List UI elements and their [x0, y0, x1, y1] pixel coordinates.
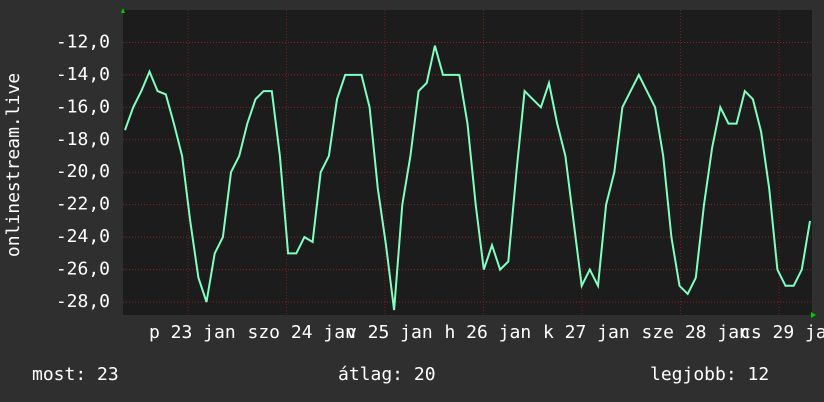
x-tick-label: cs 29 jan	[740, 322, 824, 343]
y-tick-label: -20,0	[56, 161, 110, 182]
x-tick-label: h 26 jan	[445, 322, 532, 343]
x-tick-label: k 27 jan	[543, 322, 630, 343]
x-tick-label: sze 28 jan	[642, 322, 750, 343]
y-tick-label: -26,0	[56, 259, 110, 280]
y-axis-label: onlinestream.live	[3, 73, 24, 257]
stat: átlag: 20	[338, 364, 436, 385]
y-tick-label: -24,0	[56, 226, 110, 247]
y-tick-label: -12,0	[56, 31, 110, 52]
y-tick-label: -18,0	[56, 129, 110, 150]
y-tick-label: -14,0	[56, 64, 110, 85]
x-tick-label: p 23 jan	[149, 322, 236, 343]
axis-arrow	[121, 8, 125, 13]
y-tick-label: -28,0	[56, 291, 110, 312]
x-tick-label: szo 24 jan	[248, 322, 356, 343]
stat: most: 23	[32, 364, 119, 385]
y-tick-label: -22,0	[56, 194, 110, 215]
stat: legjobb: 12	[650, 364, 769, 385]
line	[124, 45, 811, 311]
axis-arrow	[811, 312, 816, 318]
y-tick-label: -16,0	[56, 96, 110, 117]
x-tick-label: v 25 jan	[346, 322, 433, 343]
